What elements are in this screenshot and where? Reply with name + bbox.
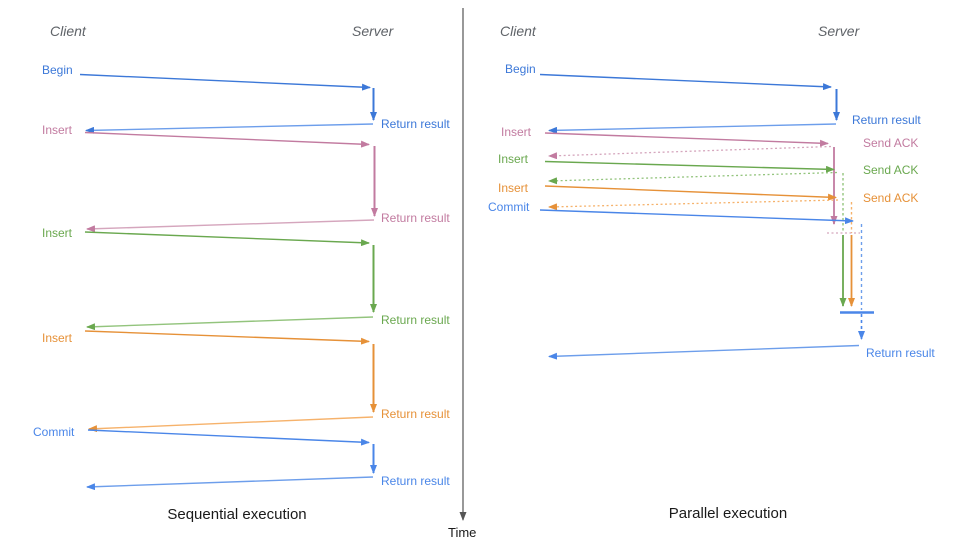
par-insert1-request-arrow bbox=[544, 132, 829, 147]
right-panel-caption: Parallel execution bbox=[668, 505, 788, 522]
left-client-header: Client bbox=[50, 23, 86, 39]
par-commit-request-arrow bbox=[539, 209, 854, 225]
seq-insert1-label: Insert bbox=[42, 123, 73, 137]
par-commit-label: Commit bbox=[488, 200, 530, 214]
par-insert3-ack-arrow bbox=[548, 199, 839, 211]
seq-insert3-return-label: Return result bbox=[381, 407, 450, 421]
time-axis-label: Time bbox=[448, 525, 477, 540]
right-server-header: Server bbox=[818, 23, 860, 39]
left-panel-caption: Sequential execution bbox=[167, 506, 307, 523]
seq-insert3-request-arrow bbox=[84, 330, 370, 345]
seq-insert3-response-arrow bbox=[88, 416, 374, 433]
seq-commit-request-arrow bbox=[87, 429, 370, 446]
par-begin-label: Begin bbox=[505, 62, 536, 76]
par-commit-return-label: Return result bbox=[866, 346, 935, 360]
seq-commit-label: Commit bbox=[33, 425, 75, 439]
seq-begin-label: Begin bbox=[42, 63, 73, 77]
seq-insert3-label: Insert bbox=[42, 331, 73, 345]
left-server-header: Server bbox=[352, 23, 394, 39]
par-begin-request-arrow bbox=[539, 73, 832, 91]
seq-begin-request-arrow bbox=[79, 73, 371, 91]
par-insert1-label: Insert bbox=[501, 125, 532, 139]
seq-insert2-return-label: Return result bbox=[381, 313, 450, 327]
seq-begin-response-arrow bbox=[85, 123, 374, 134]
par-begin-return-label: Return result bbox=[852, 113, 921, 127]
seq-insert1-return-label: Return result bbox=[381, 211, 450, 225]
seq-commit-return-label: Return result bbox=[381, 474, 450, 488]
seq-commit-response-arrow bbox=[86, 476, 374, 491]
par-begin-response-arrow bbox=[548, 123, 837, 134]
seq-insert2-request-arrow bbox=[84, 231, 370, 247]
right-client-header: Client bbox=[500, 23, 536, 39]
par-insert1-ack-arrow bbox=[548, 145, 832, 160]
seq-insert1-request-arrow bbox=[84, 131, 370, 148]
par-insert1-ack-label: Send ACK bbox=[863, 136, 919, 150]
par-insert2-label: Insert bbox=[498, 152, 529, 166]
par-insert3-request-arrow bbox=[544, 185, 837, 201]
par-commit-response-arrow bbox=[548, 344, 860, 360]
par-insert3-ack-label: Send ACK bbox=[863, 191, 919, 205]
par-insert2-ack-label: Send ACK bbox=[863, 163, 919, 177]
seq-insert2-label: Insert bbox=[42, 226, 73, 240]
par-insert3-label: Insert bbox=[498, 181, 529, 195]
seq-insert1-response-arrow bbox=[86, 219, 375, 233]
seq-begin-return-label: Return result bbox=[381, 117, 450, 131]
seq-insert2-response-arrow bbox=[86, 316, 374, 331]
par-insert2-ack-arrow bbox=[548, 171, 838, 185]
par-insert2-request-arrow bbox=[544, 160, 835, 173]
